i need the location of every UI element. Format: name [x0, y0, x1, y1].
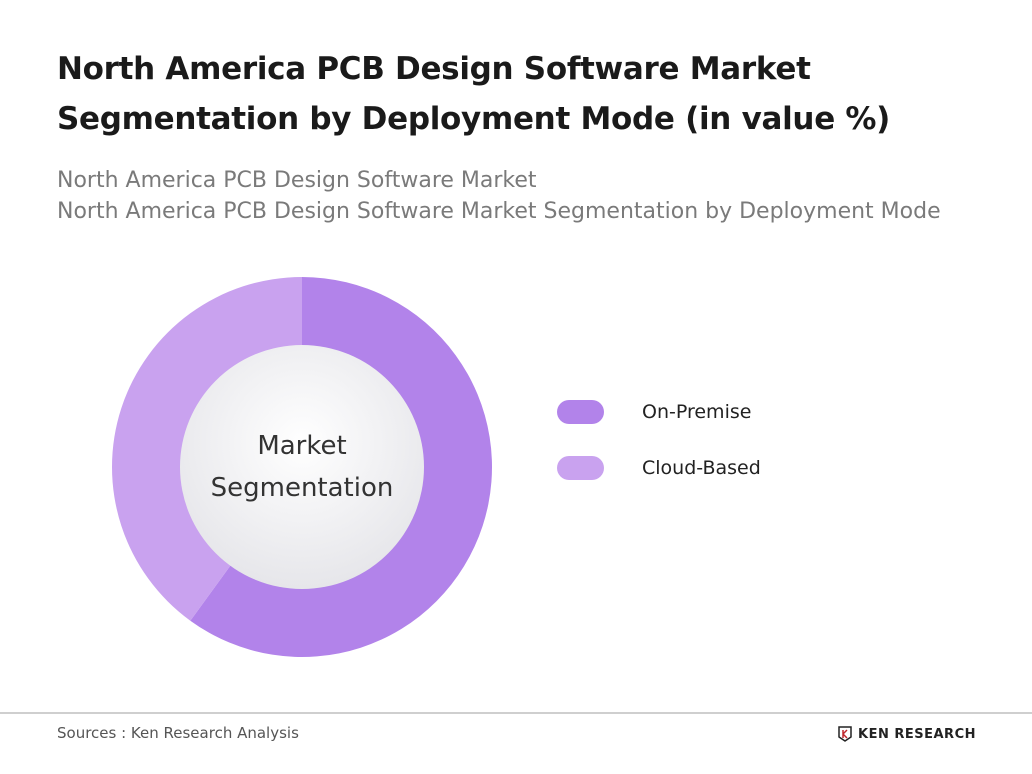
logo-text: KEN RESEARCH	[858, 726, 976, 742]
legend-item-on-premise: On-Premise	[557, 400, 751, 424]
footer-divider	[0, 712, 1032, 714]
center-label-line-2: Segmentation	[210, 473, 394, 503]
legend-label: Cloud-Based	[642, 457, 761, 479]
chart-title: North America PCB Design Software Market…	[57, 51, 891, 137]
source-note: Sources : Ken Research Analysis	[57, 724, 299, 742]
legend-label: On-Premise	[642, 401, 752, 423]
center-label-line-1: Market	[257, 431, 347, 461]
legend-swatch	[557, 456, 604, 480]
subtitle-line-2: North America PCB Design Software Market…	[57, 199, 941, 224]
center-label: Market Segmentation	[180, 425, 424, 509]
ken-research-logo: KEN RESEARCH	[838, 726, 976, 742]
legend-item-cloud-based: Cloud-Based	[557, 456, 761, 480]
ken-logo-icon	[838, 726, 852, 742]
donut-center	[180, 345, 424, 589]
subtitle-line-1: North America PCB Design Software Market	[57, 168, 537, 193]
legend-swatch	[557, 400, 604, 424]
